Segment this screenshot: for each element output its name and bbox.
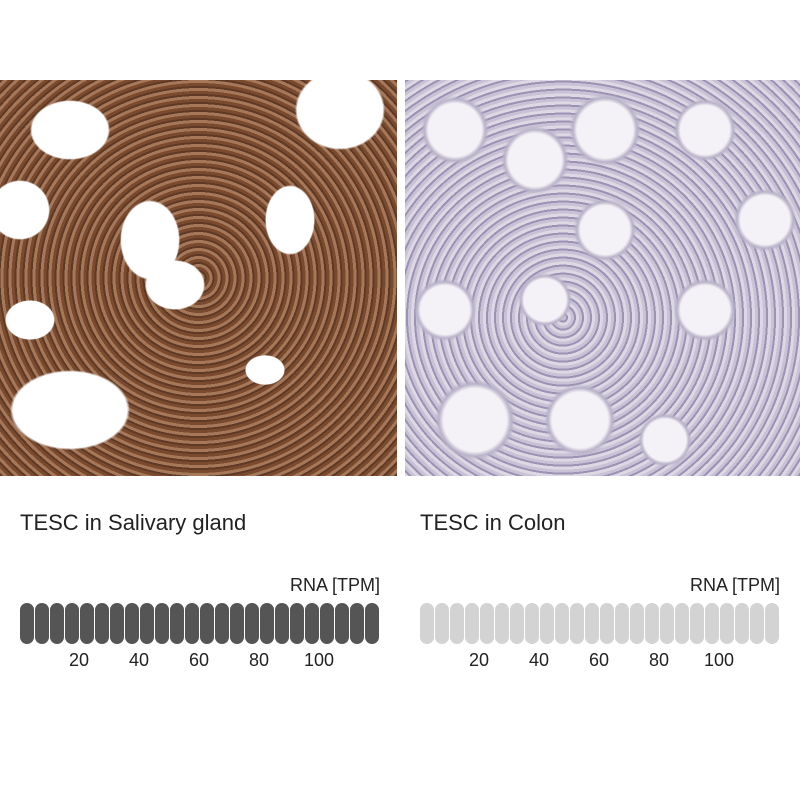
rna-bar-segment [615, 603, 629, 644]
rna-bar-segment [480, 603, 494, 644]
rna-bar-segment [95, 603, 109, 644]
tick-labels-salivary: 20 40 60 80 100 [20, 650, 380, 674]
tick-label: 60 [188, 650, 210, 670]
tick-labels-colon: 20 40 60 80 100 [420, 650, 780, 674]
rna-bar-segment [690, 603, 704, 644]
rna-bar-segment [320, 603, 334, 644]
rna-bar-segment [705, 603, 719, 644]
rna-bar-segment [510, 603, 524, 644]
panel-title-salivary: TESC in Salivary gland [20, 510, 247, 535]
rna-bar-segment [260, 603, 274, 644]
rna-bar-segment [170, 603, 184, 644]
tick-label: 100 [303, 650, 335, 670]
rna-bar-segment [215, 603, 229, 644]
tick-label: 40 [528, 650, 550, 670]
tick-label: 20 [68, 650, 90, 670]
rna-bar-segment [275, 603, 289, 644]
rna-label-colon: RNA [TPM] [689, 575, 780, 595]
tick-label: 40 [128, 650, 150, 670]
rna-bar-segment [660, 603, 674, 644]
rna-bar-segment [435, 603, 449, 644]
rna-bar-segment [720, 603, 734, 644]
rna-bar-segment [675, 603, 689, 644]
rna-bar-segment [185, 603, 199, 644]
tick-label: 60 [588, 650, 610, 670]
salivary-gland-tissue-image [0, 80, 397, 476]
rna-label-salivary: RNA [TPM] [289, 575, 380, 595]
rna-bar-segment [465, 603, 479, 644]
rna-bar-segment [245, 603, 259, 644]
rna-bar-segment [645, 603, 659, 644]
rna-bar-segment [585, 603, 599, 644]
rna-bar-segment [335, 603, 349, 644]
rna-bar-segment [305, 603, 319, 644]
rna-bar-segment [50, 603, 64, 644]
rna-bar-segment [20, 603, 34, 644]
rna-bar-segment [110, 603, 124, 644]
rna-bar-segment [420, 603, 434, 644]
tick-label: 80 [248, 650, 270, 670]
panel-title-colon: TESC in Colon [420, 510, 566, 535]
colon-tissue-image [405, 80, 800, 476]
rna-bar-segment [750, 603, 764, 644]
tick-label: 100 [703, 650, 735, 670]
rna-bar-segment [200, 603, 214, 644]
rna-bar-segment [80, 603, 94, 644]
rna-bar-segment [765, 603, 779, 644]
rna-bar-segment [600, 603, 614, 644]
rna-bar-segment [155, 603, 169, 644]
rna-bar-segment [495, 603, 509, 644]
rna-bar-salivary [20, 603, 379, 644]
rna-bar-segment [125, 603, 139, 644]
rna-bar-segment [350, 603, 364, 644]
rna-bar-segment [525, 603, 539, 644]
rna-bar-segment [570, 603, 584, 644]
rna-bar-segment [450, 603, 464, 644]
tick-label: 80 [648, 650, 670, 670]
rna-bar-segment [230, 603, 244, 644]
rna-bar-colon [420, 603, 779, 644]
rna-bar-segment [555, 603, 569, 644]
rna-bar-segment [140, 603, 154, 644]
rna-bar-segment [35, 603, 49, 644]
rna-bar-segment [65, 603, 79, 644]
rna-bar-segment [735, 603, 749, 644]
rna-bar-segment [540, 603, 554, 644]
rna-bar-segment [630, 603, 644, 644]
rna-bar-segment [290, 603, 304, 644]
rna-bar-segment [365, 603, 379, 644]
tick-label: 20 [468, 650, 490, 670]
